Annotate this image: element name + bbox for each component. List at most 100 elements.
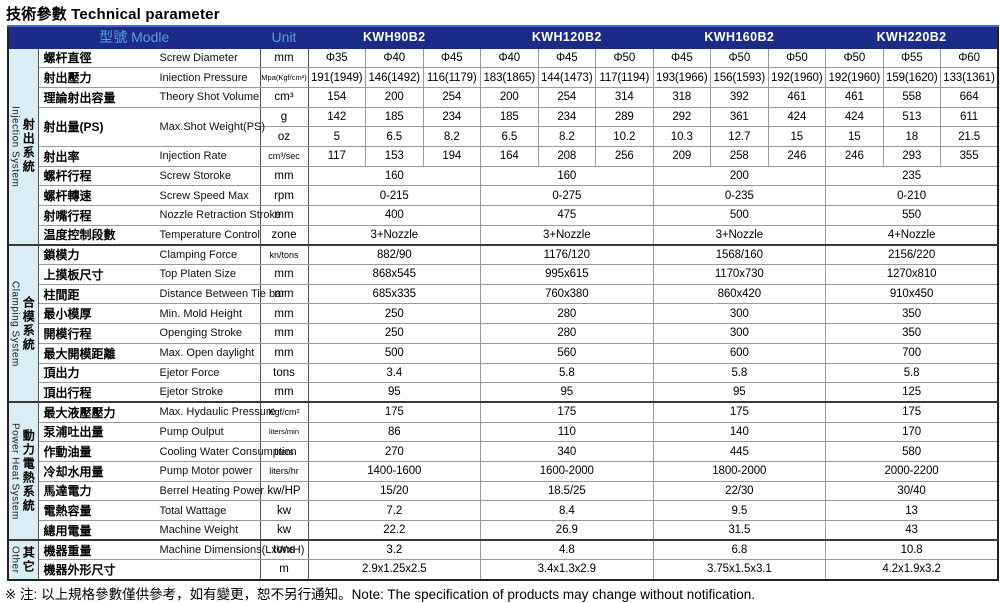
- value-cell: 2000-2200: [825, 460, 999, 482]
- header-model-name: KWH90B2: [307, 25, 482, 49]
- row-label-zh: 開模行程: [43, 326, 92, 341]
- row-label: 機器重量 Machine Dimensions(LxWxH): [37, 539, 304, 561]
- value-cell: 15: [825, 126, 884, 147]
- value-cell: 513: [882, 106, 942, 128]
- row-label-en: Clamping Force: [159, 248, 238, 261]
- row-label-zh: 射出壓力: [43, 71, 92, 86]
- row-label: 馬達電力 Berrel Heating Power: [37, 480, 265, 502]
- unit-cell: Kgf/cm²: [259, 401, 309, 423]
- row-label-en: Max. Open daylight: [159, 347, 255, 360]
- row-label-zh: 最大液壓壓力: [43, 405, 116, 420]
- section-label-zh: 合模系統: [21, 295, 36, 352]
- value-cell: 340: [480, 441, 654, 462]
- row-label: 鎖模力 Clamping Force: [37, 243, 261, 266]
- header-model-name: KWH160B2: [652, 25, 827, 49]
- value-cell: 9.5: [652, 500, 827, 521]
- value-cell: 116(1179): [422, 67, 482, 88]
- header-unit-label: Unit: [259, 25, 309, 49]
- unit-cell: mm: [259, 323, 309, 344]
- row-label-wrap: 電熱容量 Total Wattage: [39, 502, 260, 519]
- row-label-en: Openging Stroke: [159, 327, 243, 340]
- value-cell: 0-275: [480, 185, 654, 206]
- value-cell: 31.5: [652, 520, 827, 541]
- value-cell: 461: [767, 86, 827, 108]
- value-cell: 600: [652, 342, 827, 364]
- row-label-zh: 射嘴行程: [43, 208, 92, 223]
- value-cell: 392: [710, 86, 769, 108]
- value-cell: 15: [767, 126, 827, 147]
- value-cell: 12.7: [710, 126, 769, 147]
- unit-cell: g: [259, 106, 309, 128]
- header-model-label: 型號 Modle: [7, 25, 261, 49]
- value-cell: 0-210: [825, 185, 999, 206]
- section-label-zh: 動力電熱系統: [21, 429, 36, 514]
- table-row: Injection System 射出系統 螺杆直徑 Screw Diameter mm…: [7, 47, 999, 246]
- row-label: 頂出行程 Ejetor Stroke: [37, 382, 261, 403]
- section-label: Clamping System 合模系統: [7, 243, 39, 403]
- value-cell: 208: [537, 145, 597, 167]
- value-cell: 461: [825, 86, 884, 108]
- row-label-zh: 泵浦吐出量: [43, 425, 104, 440]
- table-row: 螺杆轉速 Screw Speed Max rpm 0-215 0-275 0-235 0-2…: [8, 185, 999, 206]
- footnote: ※ 注: 以上規格參數僅供參考，如有變更，恕不另行通知。Note: The sp…: [5, 587, 756, 602]
- row-label: 射出率 Injection Rate: [37, 145, 261, 167]
- value-cell: 10.2: [595, 126, 654, 147]
- value-cell: 160: [307, 165, 482, 187]
- row-label-wrap: 馬達電力 Berrel Heating Power: [39, 482, 265, 499]
- table-header: 型號 Modle Unit KWH90B2 KWH120B2 KWH160B2 KWH22…: [7, 25, 999, 49]
- unit-cell: mm: [259, 47, 309, 69]
- row-label: 螺杆轉速 Screw Speed Max: [37, 185, 261, 206]
- row-label-en: Screw Storoke: [159, 169, 232, 182]
- section-label-zh: 其它: [21, 545, 36, 574]
- value-cell: 558: [882, 86, 942, 108]
- value-cell: 95: [480, 382, 654, 403]
- value-cell: 1800-2000: [652, 460, 827, 482]
- row-label-en: Min. Mold Height: [159, 307, 243, 320]
- row-label-en: Screw Diameter: [159, 51, 238, 64]
- row-label-wrap: 鎖模力 Clamping Force: [39, 246, 260, 263]
- table-row: oz 5 6.5 8.2 6.5 8.2 10.2 10.3 12.7 15 15 18 21.5: [8, 126, 999, 147]
- value-cell: 153: [365, 145, 424, 167]
- table-row: 泵浦吐出量 Pump Oulput liters/min 86 110 140 170: [8, 421, 999, 443]
- value-cell: 611: [940, 106, 999, 128]
- row-label: 總用電量 Machine Weight: [37, 520, 261, 541]
- value-cell: 8.2: [422, 126, 482, 147]
- value-cell: 175: [652, 401, 827, 423]
- row-label-zh: 螺杆行程: [43, 169, 92, 184]
- value-cell: 1568/160: [652, 243, 827, 266]
- row-label-wrap: 開模行程 Openging Stroke: [39, 325, 260, 342]
- value-cell: 250: [307, 303, 482, 325]
- value-cell: 194: [422, 145, 482, 167]
- value-cell: 140: [652, 421, 827, 443]
- value-cell: 235: [825, 165, 999, 187]
- row-label-zh: 螺杆直徑: [43, 51, 92, 66]
- table-row: 冷却水用量 Pump Motor power liters/hr 1400-1600 1…: [8, 460, 999, 482]
- row-label-zh: 最大開模距離: [43, 346, 116, 361]
- value-cell: 910x450: [825, 283, 999, 305]
- value-cell: 86: [307, 421, 482, 443]
- value-cell: 1170x730: [652, 264, 827, 285]
- row-label: 最大液壓壓力 Max. Hydaulic Pressure: [37, 401, 276, 423]
- table-row: 射嘴行程 Nozzle Retraction Stroke mm 400 475 500 5…: [8, 205, 999, 226]
- value-cell: 314: [595, 86, 654, 108]
- table-row: 開模行程 Openging Stroke mm 250 280 300 350: [8, 323, 999, 344]
- row-label-wrap: 最大開模距離 Max. Open daylight: [39, 345, 260, 362]
- row-label-zh: 温度控制段數: [43, 228, 116, 243]
- row-label-zh: 上摸板尺寸: [43, 267, 104, 282]
- value-cell: 3+Nozzle: [307, 224, 482, 246]
- table-row: 射出量(PS) Max.Shot Weight(PS) g 142 185 234 185 2…: [8, 106, 999, 147]
- row-label: 作動油量 Cooling Water Consumption: [37, 441, 297, 462]
- row-label-wrap: 泵浦吐出量 Pump Oulput: [39, 423, 260, 440]
- unit-cell: zone: [259, 224, 309, 246]
- value-cell: 280: [480, 303, 654, 325]
- row-label-en: Top Platen Size: [159, 268, 236, 281]
- row-label-wrap: 射出率 Injection Rate: [39, 148, 260, 165]
- value-cell: 10.8: [825, 539, 999, 561]
- value-cell: 95: [652, 382, 827, 403]
- row-label-zh: 頂出力: [43, 366, 80, 381]
- value-cell: 254: [537, 86, 597, 108]
- value-cell: 700: [825, 342, 999, 364]
- unit-cell: rpm: [259, 185, 309, 206]
- value-cell: Φ55: [882, 47, 942, 69]
- row-label: 温度控制段數 Temperature Control: [37, 224, 261, 246]
